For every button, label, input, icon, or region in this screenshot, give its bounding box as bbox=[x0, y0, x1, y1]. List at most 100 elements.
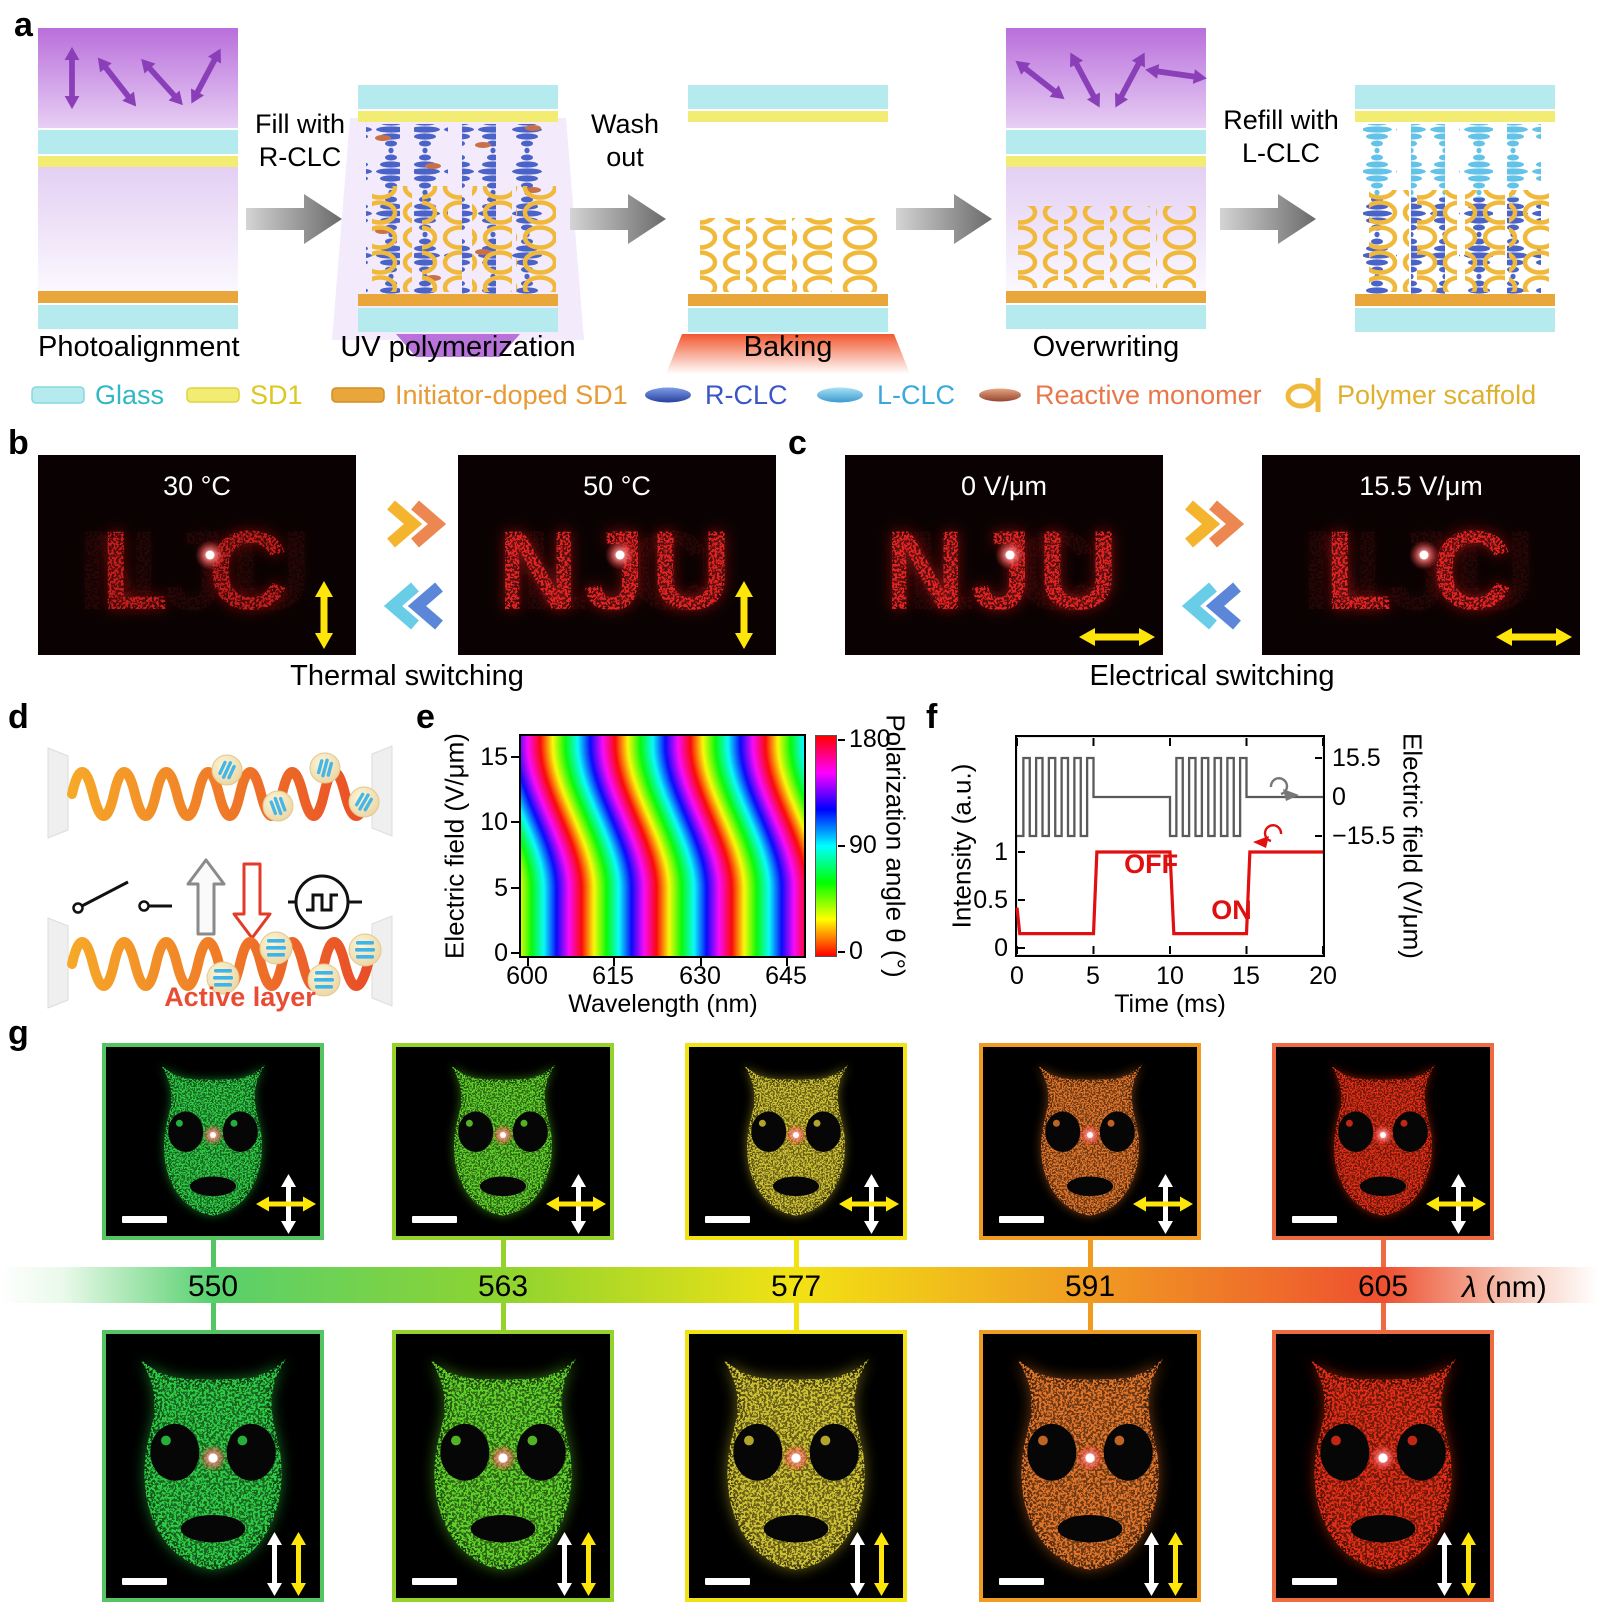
micrograph-50C: L C NJU 50 °C bbox=[458, 455, 776, 655]
scale-bar bbox=[122, 1216, 167, 1223]
owl-micrograph-top-605 bbox=[1272, 1043, 1494, 1240]
polarization-arrow-vertical-icon bbox=[315, 581, 333, 649]
e-x-axis-label: Wavelength (nm) bbox=[568, 990, 758, 1018]
cbar-tick: 0 bbox=[849, 937, 863, 965]
scale-bar bbox=[999, 1578, 1044, 1585]
f-ytick-right: 15.5 bbox=[1332, 744, 1381, 772]
cell-overwriting bbox=[1006, 28, 1208, 329]
step-caption-baking: Baking bbox=[743, 331, 833, 363]
connector-line bbox=[794, 1303, 799, 1330]
initiator-sd1-swatch-icon bbox=[331, 387, 385, 403]
e-ytick: 0 bbox=[494, 939, 508, 967]
rclc-ellipse-icon bbox=[645, 387, 691, 403]
step-caption-uv: UV polymerization bbox=[340, 331, 576, 363]
e-ytick: 5 bbox=[494, 874, 508, 902]
arrow-label-wash: Wash out bbox=[560, 108, 690, 174]
scale-bar bbox=[1292, 1578, 1337, 1585]
forward-chevrons-icon bbox=[1185, 500, 1244, 548]
trace-state-label: ON bbox=[1211, 895, 1252, 925]
legend-item-sd1: SD1 bbox=[185, 376, 303, 414]
svg-text:NJU: NJU bbox=[1301, 508, 1540, 633]
cbar-tick: 180 bbox=[849, 725, 891, 753]
glass-swatch-icon bbox=[31, 386, 85, 404]
lclc-ellipse-icon bbox=[817, 387, 863, 403]
parallel-polarizer-arrows-icon bbox=[1144, 1532, 1183, 1596]
polarization-arrow-horizontal-icon bbox=[1496, 628, 1572, 646]
arrow-label-line: out bbox=[606, 142, 644, 172]
backward-chevrons-icon bbox=[1182, 582, 1241, 630]
legend-label: Initiator-doped SD1 bbox=[395, 379, 628, 410]
f-xtick: 10 bbox=[1156, 962, 1184, 990]
f-xtick: 20 bbox=[1309, 962, 1337, 990]
crossed-polarizer-arrows-icon bbox=[256, 1174, 316, 1234]
scale-bar bbox=[412, 1216, 457, 1223]
legend-label: Glass bbox=[95, 379, 165, 410]
legend-label: Polymer scaffold bbox=[1337, 379, 1537, 410]
f-xtick: 15 bbox=[1232, 962, 1260, 990]
micrograph-0V: L C NJU 0 V/μm bbox=[845, 455, 1163, 655]
e-xtick: 600 bbox=[506, 962, 548, 990]
scale-bar bbox=[412, 1578, 457, 1585]
cell-refilled-lclc bbox=[1355, 85, 1555, 332]
svg-text:L C: L C bbox=[1324, 508, 1517, 633]
substrate-wall-icon bbox=[371, 915, 393, 1007]
caption-electrical-switching: Electrical switching bbox=[1089, 660, 1335, 692]
process-arrow-icon bbox=[570, 194, 666, 244]
e-xtick: 645 bbox=[765, 962, 807, 990]
wavelength-value-605: 605 bbox=[1357, 1270, 1409, 1303]
uv-lamp-icon bbox=[396, 334, 520, 357]
colorbar-label: Polarization angle θ (°) bbox=[880, 714, 911, 978]
arrow-label-line: L-CLC bbox=[1241, 138, 1321, 168]
legend-label: R-CLC bbox=[705, 379, 788, 410]
owl-micrograph-top-591 bbox=[979, 1043, 1201, 1240]
wavelength-axis-label: λ (nm) bbox=[1462, 1271, 1547, 1305]
owl-micrograph-top-550 bbox=[102, 1043, 324, 1240]
backward-chevrons-icon bbox=[384, 582, 443, 630]
heat-glow-icon bbox=[666, 334, 910, 374]
cell-uv-polymerization bbox=[332, 85, 584, 357]
legend-item-lclc: L-CLC bbox=[814, 376, 955, 414]
legend-label: SD1 bbox=[250, 379, 303, 410]
arrow-label-line: R-CLC bbox=[258, 142, 342, 172]
polarization-heatmap bbox=[521, 736, 804, 956]
lc-droplets-top bbox=[211, 752, 380, 822]
owl-micrograph-bottom-591 bbox=[979, 1330, 1201, 1602]
connector-line bbox=[1088, 1240, 1093, 1267]
legend-label: Reactive monomer bbox=[1035, 379, 1262, 410]
arrow-label-line: Fill with bbox=[254, 109, 345, 139]
wavelength-value-591: 591 bbox=[1064, 1270, 1116, 1303]
svg-text:NJU: NJU bbox=[77, 508, 316, 633]
cell-photoalignment bbox=[38, 28, 238, 329]
svg-text:0 V/μm: 0 V/μm bbox=[961, 471, 1047, 501]
cell-baking bbox=[666, 85, 910, 374]
connector-line bbox=[1088, 1303, 1093, 1330]
owl-micrograph-top-577 bbox=[685, 1043, 907, 1240]
svg-text:50 °C: 50 °C bbox=[583, 471, 651, 501]
pulse-generator-icon bbox=[288, 874, 362, 930]
e-y-axis-label: Electric field (V/μm) bbox=[439, 733, 470, 959]
crossed-polarizer-arrows-icon bbox=[1133, 1174, 1193, 1234]
switch-icon bbox=[72, 880, 172, 914]
svg-text:L C: L C bbox=[100, 508, 293, 633]
panel-label-e: e bbox=[416, 698, 435, 736]
caption-thermal-switching: Thermal switching bbox=[290, 660, 524, 692]
parallel-polarizer-arrows-icon bbox=[267, 1532, 306, 1596]
connector-line bbox=[1381, 1240, 1386, 1267]
f-ytick-left: 1 bbox=[994, 838, 1008, 866]
active-layer-schematic bbox=[47, 745, 393, 1009]
wavelength-value-577: 577 bbox=[770, 1270, 822, 1303]
panel-label-b: b bbox=[8, 424, 29, 462]
micrograph-15V: NJU L C 15.5 V/μm bbox=[1262, 455, 1580, 655]
f-ytick-right: −15.5 bbox=[1332, 822, 1396, 850]
legend-label: L-CLC bbox=[877, 379, 956, 410]
f-xtick: 0 bbox=[1010, 962, 1024, 990]
connector-line bbox=[211, 1303, 216, 1330]
process-arrow-icon bbox=[1220, 194, 1316, 244]
panel-label-a: a bbox=[14, 6, 33, 44]
reactive-monomer-ellipse-icon bbox=[979, 388, 1021, 402]
lc-droplets-bottom bbox=[206, 931, 382, 997]
scale-bar bbox=[999, 1216, 1044, 1223]
fabrication-schematic bbox=[38, 28, 1555, 374]
e-xtick: 630 bbox=[679, 962, 721, 990]
panel-label-d: d bbox=[8, 698, 29, 736]
